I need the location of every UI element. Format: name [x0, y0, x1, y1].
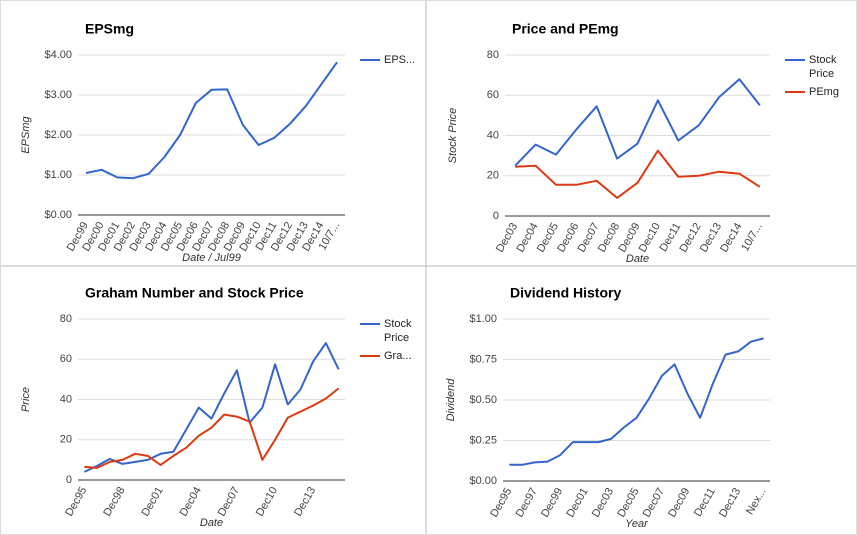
y-axis-label: Dividend	[445, 378, 457, 422]
legend-item: Stock Price	[809, 54, 837, 80]
legend-item: EPS...	[384, 54, 416, 66]
x-axis-label: Date / Jul99	[182, 252, 241, 264]
chart-title: EPSmg	[85, 21, 134, 37]
y-tick-label: 80	[60, 313, 72, 325]
y-axis-label: Stock Price	[447, 108, 459, 164]
legend-item: Stock Price	[384, 318, 412, 344]
y-tick-label: 0	[493, 210, 499, 222]
legend-item: PEmg	[809, 86, 839, 98]
legend-label: Stock Price	[809, 54, 837, 80]
x-axis-label: Year	[625, 518, 649, 530]
legend-label: Gra...	[384, 350, 412, 362]
series-line	[509, 337, 764, 466]
y-tick-label: $1.00	[44, 169, 72, 181]
y-tick-label: 0	[66, 474, 72, 486]
y-tick-label: 60	[60, 353, 72, 365]
y-tick-label: 40	[60, 393, 72, 405]
chart-title: Graham Number and Stock Price	[85, 285, 304, 301]
y-tick-label: $0.25	[469, 434, 497, 446]
series-line	[514, 78, 761, 167]
y-tick-label: $0.75	[469, 353, 497, 365]
y-tick-label: 20	[60, 434, 72, 446]
legend-item: Gra...	[384, 350, 412, 362]
chart-title: Price and PEmg	[512, 21, 619, 37]
y-axis-label: EPSmg	[20, 115, 32, 153]
y-tick-label: $3.00	[44, 89, 72, 101]
y-tick-label: 60	[487, 89, 499, 101]
x-axis-label: Date	[200, 517, 223, 529]
series-line	[84, 387, 340, 469]
y-axis-label: Price	[20, 387, 32, 412]
y-tick-label: $1.00	[469, 313, 497, 325]
y-tick-label: $4.00	[44, 49, 72, 61]
y-tick-label: $0.50	[469, 394, 497, 406]
legend-label: EPS...	[384, 54, 416, 66]
chart-title: Dividend History	[510, 285, 621, 301]
series-line	[85, 61, 338, 180]
series-line	[515, 149, 761, 199]
y-tick-label: 40	[487, 129, 499, 141]
legend-label: PEmg	[809, 86, 839, 98]
x-axis-label: Date	[626, 253, 649, 265]
y-tick-label: $0.00	[44, 209, 72, 221]
series-line	[83, 342, 340, 473]
y-tick-label: 20	[487, 170, 499, 182]
y-tick-label: $2.00	[44, 129, 72, 141]
legend-label: Stock Price	[384, 318, 412, 344]
y-tick-label: 80	[487, 49, 499, 61]
y-tick-label: $0.00	[469, 475, 497, 487]
